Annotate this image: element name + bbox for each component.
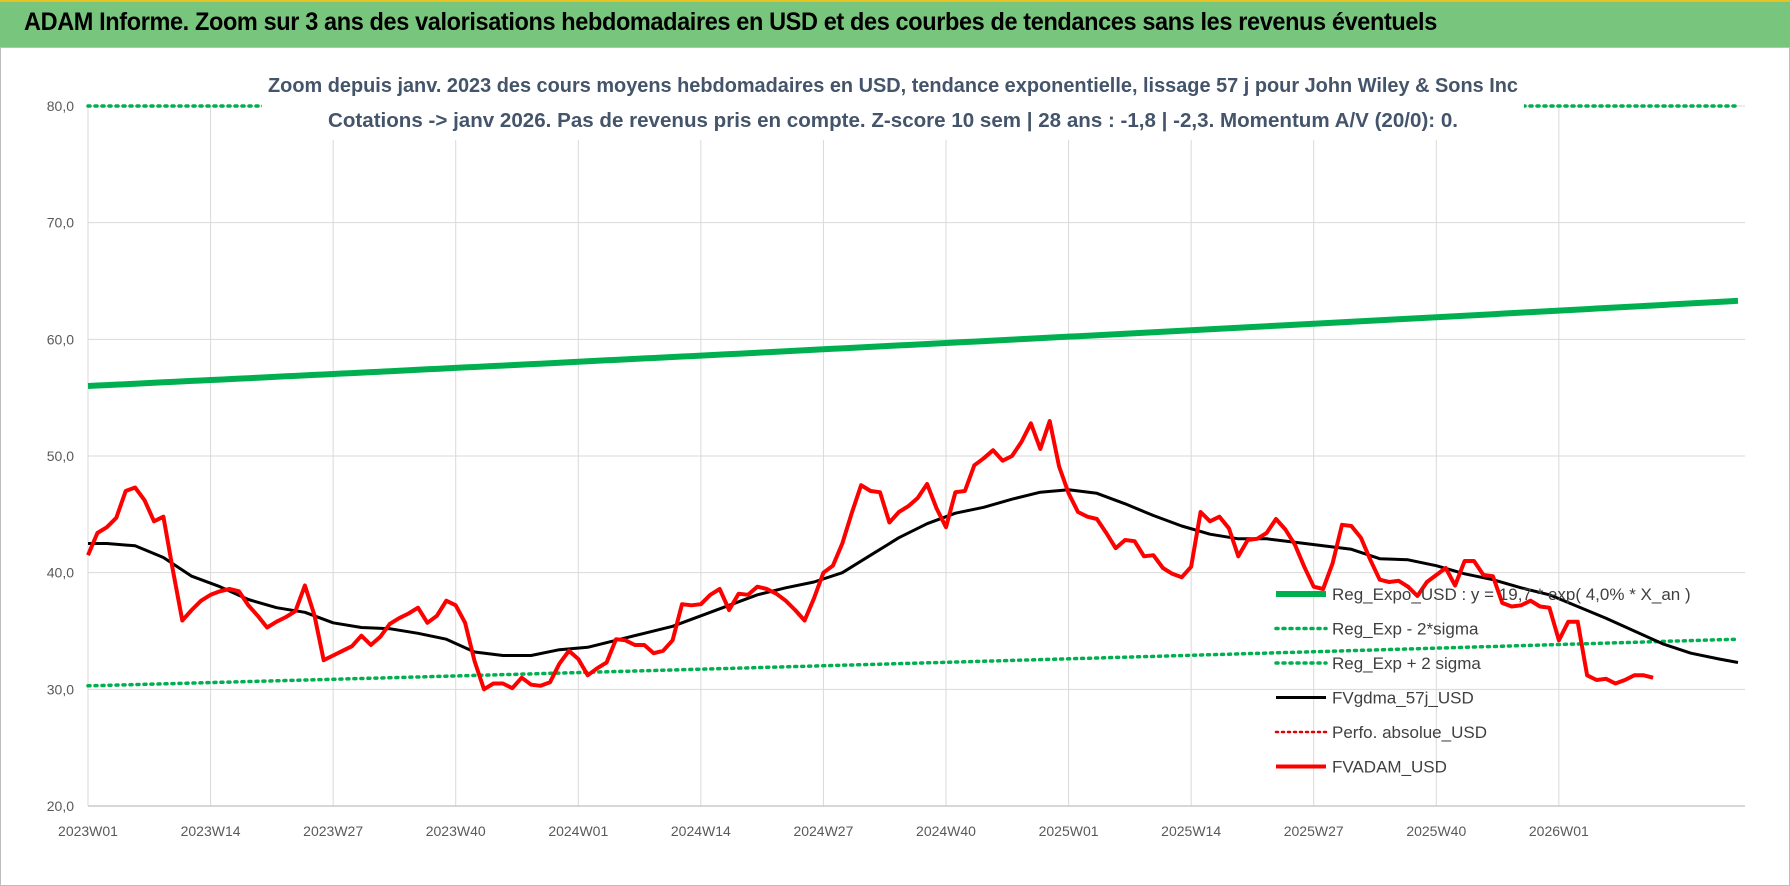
- y-tick-label: 80,0: [47, 98, 74, 114]
- x-tick-label: 2024W14: [671, 823, 731, 839]
- x-tick-label: 2025W40: [1406, 823, 1466, 839]
- legend-label: FVADAM_USD: [1332, 758, 1447, 777]
- x-tick-label: 2023W01: [58, 823, 118, 839]
- legend-label: Reg_Exp + 2 sigma: [1332, 654, 1481, 673]
- legend-label: Reg_Expo_USD : y = 19,7 * exp( 4,0% * X_…: [1332, 585, 1691, 604]
- y-tick-label: 40,0: [47, 565, 74, 581]
- x-tick-label: 2023W27: [303, 823, 363, 839]
- report-title: ADAM Informe. Zoom sur 3 ans des valoris…: [24, 8, 1437, 36]
- y-tick-label: 20,0: [47, 798, 74, 814]
- y-tick-label: 60,0: [47, 331, 74, 347]
- gridlines: [87, 105, 1745, 807]
- x-axis-ticks: 2023W01 2023W14 2023W27 2023W40 2024W01 2024W…: [58, 823, 1589, 839]
- x-tick-label: 2025W14: [1161, 823, 1221, 839]
- fvadam-line: [86, 419, 1654, 692]
- legend-label: Perfo. absolue_USD: [1332, 723, 1487, 742]
- y-tick-label: 50,0: [47, 448, 74, 464]
- chart-subtitle-line-2: Cotations -> janv 2026. Pas de revenus p…: [328, 110, 1458, 132]
- subtitle-background: [262, 64, 1524, 140]
- x-tick-label: 2024W40: [916, 823, 976, 839]
- x-tick-label: 2024W27: [793, 823, 853, 839]
- y-tick-label: 70,0: [47, 215, 74, 231]
- x-tick-label: 2026W01: [1529, 823, 1589, 839]
- x-tick-label: 2025W01: [1039, 823, 1099, 839]
- report-banner: ADAM Informe. Zoom sur 3 ans des valoris…: [0, 0, 1790, 47]
- x-tick-label: 2024W01: [548, 823, 608, 839]
- x-tick-label: 2023W40: [426, 823, 486, 839]
- legend: Reg_Expo_USD : y = 19,7 * exp( 4,0% * X_…: [1274, 585, 1691, 777]
- y-axis-ticks: 20,0 30,0 40,0 50,0 60,0 70,0 80,0: [47, 98, 74, 814]
- x-tick-label: 2023W14: [181, 823, 241, 839]
- legend-label: FVgdma_57j_USD: [1332, 689, 1474, 708]
- chart-subtitle-line-1: Zoom depuis janv. 2023 des cours moyens …: [268, 75, 1518, 97]
- reg-expo-line: [87, 297, 1739, 389]
- reg-exp-minus-2sigma-line: [86, 637, 1740, 688]
- fvgdma-line: [88, 488, 1739, 664]
- legend-label: Reg_Exp - 2*sigma: [1332, 620, 1479, 639]
- x-tick-label: 2025W27: [1284, 823, 1344, 839]
- y-tick-label: 30,0: [47, 681, 74, 697]
